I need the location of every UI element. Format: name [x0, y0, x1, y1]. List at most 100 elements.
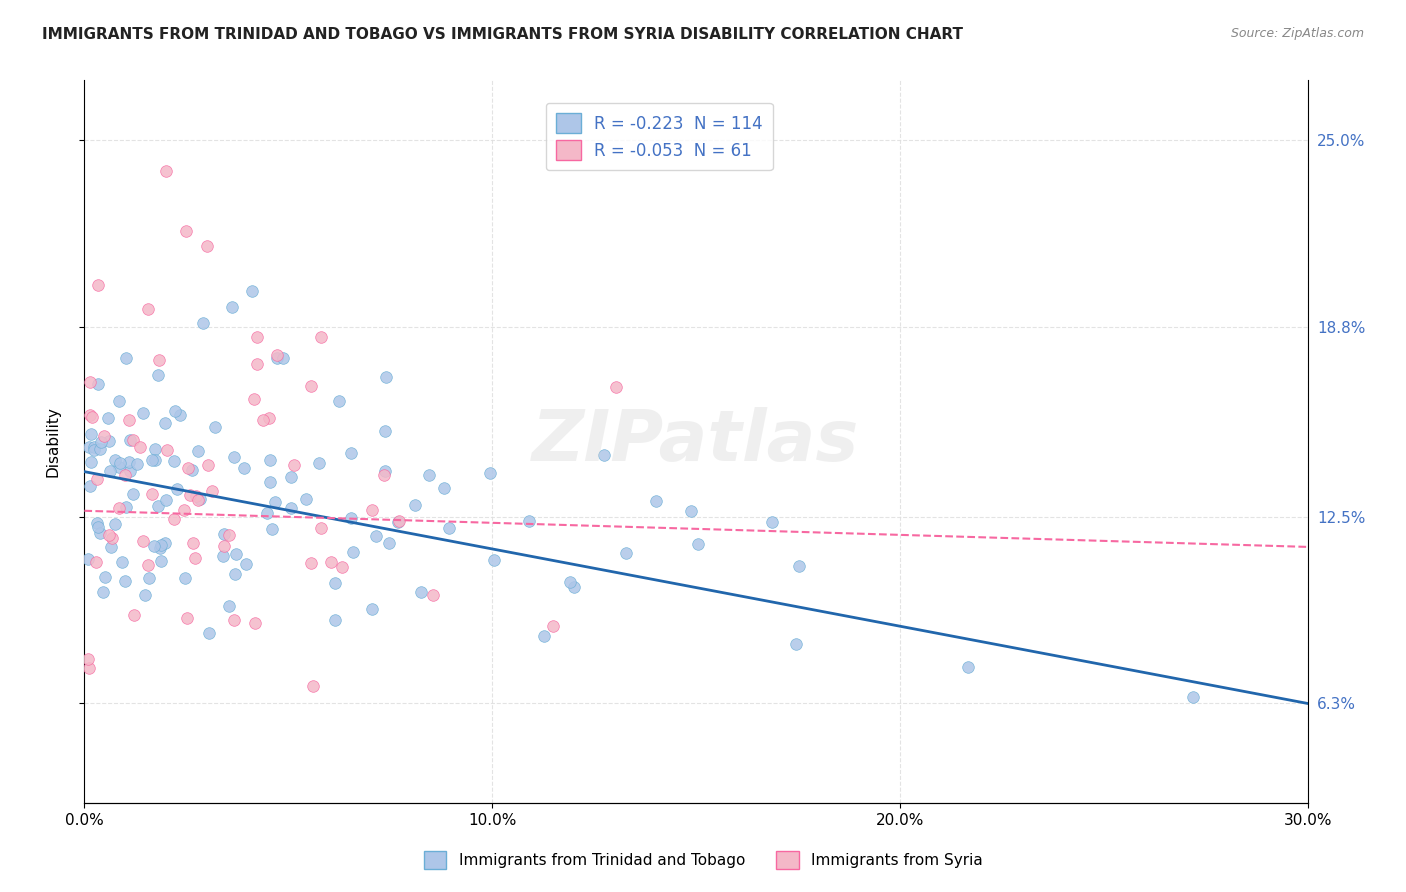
Point	[360, 602, 382, 616]
Point	[533, 629, 555, 643]
Point	[235, 557, 257, 571]
Point	[246, 357, 269, 371]
Point	[388, 514, 411, 528]
Point	[94, 570, 117, 584]
Point	[104, 517, 127, 532]
Point	[323, 575, 346, 590]
Point	[86, 516, 108, 530]
Point	[259, 475, 281, 489]
Point	[108, 501, 131, 516]
Point	[141, 453, 163, 467]
Point	[374, 464, 396, 478]
Point	[79, 479, 101, 493]
Point	[166, 482, 188, 496]
Point	[138, 571, 160, 585]
Point	[184, 550, 207, 565]
Point	[80, 426, 103, 441]
Point	[150, 538, 173, 552]
Point	[558, 574, 581, 589]
Point	[108, 459, 131, 474]
Point	[377, 535, 399, 549]
Point	[148, 499, 170, 513]
Point	[593, 449, 616, 463]
Legend: R = -0.223  N = 114, R = -0.053  N = 61: R = -0.223 N = 114, R = -0.053 N = 61	[546, 103, 773, 170]
Point	[111, 556, 134, 570]
Point	[80, 455, 103, 469]
Point	[787, 559, 810, 574]
Point	[325, 613, 347, 627]
Point	[132, 534, 155, 549]
Point	[90, 434, 112, 449]
Point	[340, 511, 363, 525]
Point	[115, 351, 138, 366]
Point	[264, 495, 287, 509]
Point	[195, 239, 218, 253]
Point	[136, 558, 159, 573]
Point	[224, 613, 246, 627]
Point	[108, 394, 131, 409]
Point	[191, 316, 214, 330]
Point	[404, 498, 426, 512]
Point	[156, 443, 179, 458]
Point	[176, 611, 198, 625]
Point	[169, 408, 191, 422]
Point	[308, 456, 330, 470]
Point	[484, 553, 506, 567]
Point	[77, 651, 100, 665]
Point	[243, 616, 266, 631]
Point	[679, 504, 702, 518]
Point	[121, 434, 143, 448]
Point	[148, 352, 170, 367]
Text: Source: ZipAtlas.com: Source: ZipAtlas.com	[1230, 27, 1364, 40]
Point	[295, 492, 318, 507]
Point	[605, 379, 627, 393]
Point	[422, 588, 444, 602]
Point	[127, 457, 149, 471]
Point	[280, 500, 302, 515]
Point	[212, 526, 235, 541]
Point	[98, 434, 121, 449]
Point	[187, 443, 209, 458]
Point	[342, 545, 364, 559]
Point	[97, 411, 120, 425]
Point	[114, 574, 136, 589]
Point	[437, 521, 460, 535]
Point	[260, 522, 283, 536]
Point	[478, 466, 501, 480]
Point	[134, 588, 156, 602]
Point	[299, 379, 322, 393]
Point	[179, 488, 201, 502]
Point	[129, 440, 152, 454]
Point	[956, 660, 979, 674]
Point	[614, 546, 637, 560]
Point	[761, 515, 783, 529]
Point	[225, 547, 247, 561]
Point	[83, 440, 105, 454]
Point	[87, 377, 110, 392]
Point	[100, 531, 122, 545]
Point	[79, 408, 101, 422]
Text: ZIPatlas: ZIPatlas	[533, 407, 859, 476]
Point	[86, 472, 108, 486]
Point	[273, 351, 295, 366]
Point	[256, 506, 278, 520]
Point	[143, 539, 166, 553]
Point	[143, 453, 166, 467]
Point	[418, 468, 440, 483]
Point	[118, 464, 141, 478]
Point	[411, 585, 433, 599]
Point	[153, 416, 176, 430]
Point	[177, 461, 200, 475]
Point	[163, 403, 186, 417]
Point	[114, 500, 136, 514]
Point	[118, 412, 141, 426]
Point	[163, 512, 186, 526]
Point	[283, 458, 305, 473]
Point	[517, 514, 540, 528]
Point	[181, 463, 204, 477]
Point	[79, 375, 101, 389]
Point	[387, 515, 409, 529]
Point	[543, 618, 565, 632]
Point	[83, 443, 105, 458]
Point	[686, 537, 709, 551]
